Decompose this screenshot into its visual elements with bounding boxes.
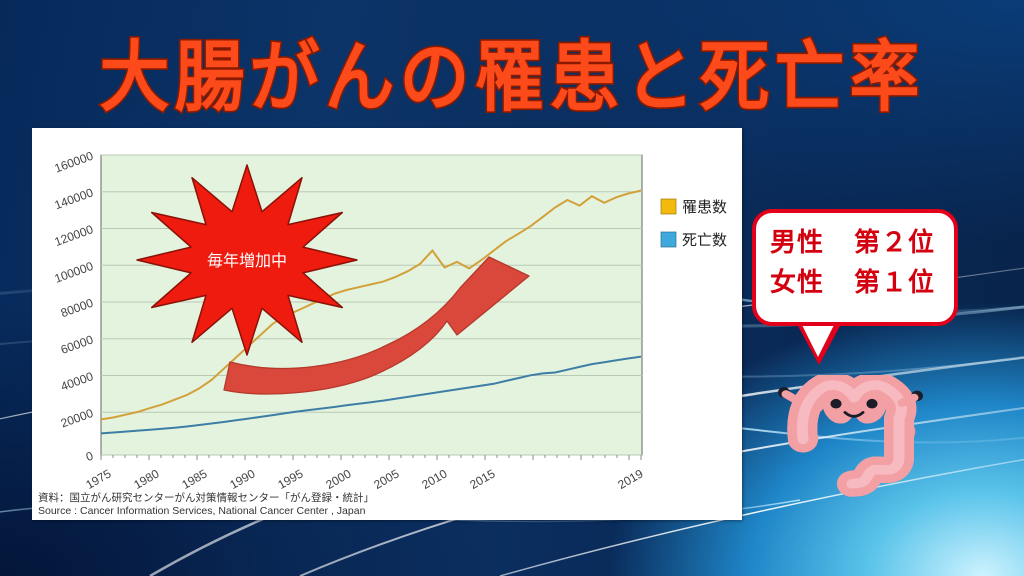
svg-text:60000: 60000	[59, 332, 95, 357]
svg-text:1990: 1990	[227, 466, 257, 492]
svg-text:120000: 120000	[53, 222, 96, 249]
svg-text:死亡数: 死亡数	[682, 232, 727, 249]
svg-text:20000: 20000	[59, 406, 95, 431]
svg-text:100000: 100000	[53, 259, 96, 286]
svg-text:2010: 2010	[419, 466, 449, 492]
svg-text:40000: 40000	[59, 369, 95, 394]
svg-text:0: 0	[84, 449, 95, 465]
svg-text:160000: 160000	[53, 149, 96, 176]
svg-text:2005: 2005	[371, 466, 401, 492]
svg-text:2000: 2000	[323, 466, 353, 492]
svg-text:80000: 80000	[59, 296, 95, 321]
svg-text:1980: 1980	[131, 466, 161, 492]
svg-text:毎年増加中: 毎年増加中	[207, 252, 287, 270]
svg-text:2019: 2019	[615, 466, 645, 492]
svg-text:1995: 1995	[275, 466, 305, 492]
svg-text:罹患数: 罹患数	[682, 199, 727, 216]
svg-text:140000: 140000	[53, 185, 96, 212]
svg-text:1975: 1975	[83, 466, 113, 492]
svg-text:1985: 1985	[179, 466, 209, 492]
svg-text:2015: 2015	[467, 466, 497, 492]
